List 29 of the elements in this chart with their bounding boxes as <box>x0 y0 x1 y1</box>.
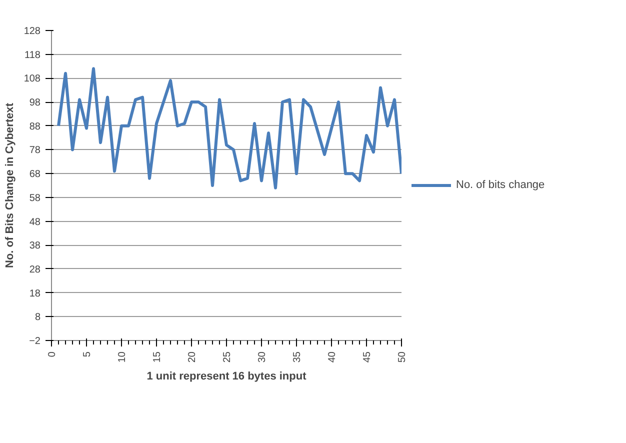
y-tick-label: 58 <box>29 192 41 204</box>
x-axis-title: 1 unit represent 16 bytes input <box>146 370 307 383</box>
x-tick-label: 40 <box>327 351 338 363</box>
x-tick-label: 25 <box>222 351 233 363</box>
x-tick-label: 0 <box>47 351 58 358</box>
x-tick-label: 30 <box>257 351 268 363</box>
line-series <box>57 67 402 190</box>
y-tick-label: 38 <box>29 240 41 252</box>
y-tick-label: 8 <box>34 312 41 324</box>
y-tick-label: 68 <box>29 169 41 180</box>
x-tick-label: 45 <box>362 351 373 363</box>
y-tick-label: 118 <box>24 50 41 61</box>
y-axis-title: No. of Bits Change in Cybertext <box>4 102 16 268</box>
x-tick-label: 5 <box>82 351 93 358</box>
legend-label: No. of bits change <box>456 179 545 191</box>
y-tick-label: −2 <box>29 336 41 347</box>
y-tick-label: 128 <box>24 26 41 37</box>
x-tick-label: 10 <box>117 351 128 363</box>
x-tick-label: 50 <box>397 351 408 363</box>
x-tick-label: 20 <box>187 351 198 363</box>
y-tick-label: 28 <box>29 264 41 276</box>
x-tick-label: 15 <box>152 351 163 363</box>
y-tick-label: 108 <box>24 74 41 85</box>
y-tick-label: 78 <box>29 145 41 156</box>
y-tick-label: 18 <box>29 288 41 300</box>
y-tick-label: 48 <box>29 216 41 228</box>
x-tick-label: 35 <box>292 351 303 363</box>
y-tick-label: 98 <box>29 98 41 109</box>
y-tick-label: 88 <box>29 121 41 132</box>
